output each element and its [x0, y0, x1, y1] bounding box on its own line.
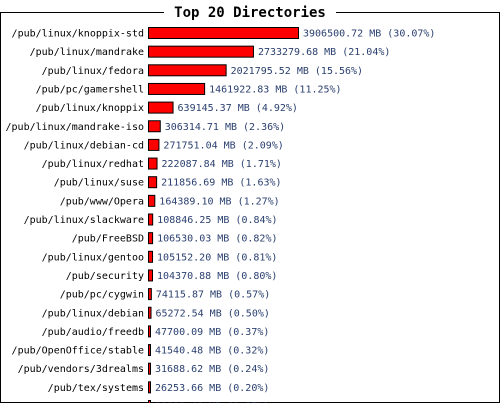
value-label: 639145.37 MB (4.92%) — [178, 103, 298, 114]
bar — [148, 400, 151, 403]
category-label: /pub/linux/knoppix — [36, 103, 144, 114]
chart-rows: /pub/linux/knoppix-std 3906500.72 MB (30.… — [6, 27, 435, 403]
bar — [148, 232, 154, 245]
category-label: /pub/linux/suse — [54, 178, 144, 189]
category-label: /pub/X11 — [96, 402, 144, 403]
category-label: /pub/linux/mandrake — [30, 47, 144, 58]
bar — [148, 344, 151, 357]
category-label: /pub/linux/knoppix-std — [12, 29, 144, 40]
value-label: 104370.88 MB (0.80%) — [157, 271, 277, 282]
value-label: 26253.66 MB (0.20%) — [155, 383, 269, 394]
category-label: /pub/linux/redhat — [42, 159, 144, 170]
category-label: /pub/tex/systems — [48, 383, 144, 394]
bar — [148, 138, 160, 151]
category-label: /pub/linux/mandrake-iso — [6, 122, 144, 133]
category-label: /pub/www/Opera — [60, 196, 144, 207]
bar — [148, 362, 151, 375]
value-label: 65272.54 MB (0.50%) — [156, 308, 270, 319]
value-label: 47700.09 MB (0.37%) — [155, 327, 269, 338]
bar — [148, 82, 206, 95]
category-label: /pub/vendors/3drealms — [18, 364, 144, 375]
value-label: 271751.04 MB (2.09%) — [163, 140, 283, 151]
category-label: /pub/linux/slackware — [24, 215, 144, 226]
value-label: 164389.10 MB (1.27%) — [159, 196, 279, 207]
category-label: /pub/security — [66, 271, 144, 282]
category-label: /pub/linux/gentoo — [42, 252, 144, 263]
category-label: /pub/pc/gamershell — [36, 84, 144, 95]
bar — [148, 27, 299, 39]
bar — [148, 213, 154, 226]
value-label: 2021795.52 MB (15.56%) — [231, 66, 363, 77]
category-label: /pub/audio/freedb — [42, 327, 144, 338]
value-label: 3906500.72 MB (30.07%) — [303, 29, 435, 40]
chart-title: Top 20 Directories — [174, 5, 326, 21]
bar — [148, 306, 152, 319]
bar — [148, 64, 227, 77]
bar — [148, 194, 156, 207]
bar — [148, 176, 158, 189]
bar — [148, 120, 161, 133]
value-label: 1461922.83 MB (11.25%) — [209, 84, 341, 95]
value-label: 2733279.68 MB (21.04%) — [258, 47, 390, 58]
bar — [148, 288, 152, 301]
value-label: 21908.48 MB (0.17%) — [155, 402, 269, 403]
bar — [148, 157, 158, 170]
bar — [148, 325, 151, 338]
category-label: /pub/linux/debian-cd — [24, 140, 144, 151]
bar — [148, 250, 154, 263]
value-label: 108846.25 MB (0.84%) — [157, 215, 277, 226]
bar — [148, 269, 154, 282]
category-label: /pub/linux/fedora — [42, 66, 144, 77]
value-label: 74115.87 MB (0.57%) — [156, 290, 270, 301]
category-label: /pub/OpenOffice/stable — [12, 346, 144, 357]
bar — [148, 381, 151, 394]
value-label: 106530.03 MB (0.82%) — [157, 234, 277, 245]
value-label: 306314.71 MB (2.36%) — [165, 122, 285, 133]
bar — [148, 45, 254, 58]
category-label: /pub/pc/cygwin — [60, 290, 144, 301]
bar — [148, 101, 174, 114]
title-background — [164, 3, 336, 21]
category-label: /pub/FreeBSD — [72, 234, 144, 245]
category-label: /pub/linux/debian — [42, 308, 144, 319]
value-label: 31688.62 MB (0.24%) — [155, 364, 269, 375]
value-label: 41540.48 MB (0.32%) — [155, 346, 269, 357]
value-label: 222087.84 MB (1.71%) — [162, 159, 282, 170]
value-label: 105152.20 MB (0.81%) — [157, 252, 277, 263]
value-label: 211856.69 MB (1.63%) — [161, 178, 281, 189]
